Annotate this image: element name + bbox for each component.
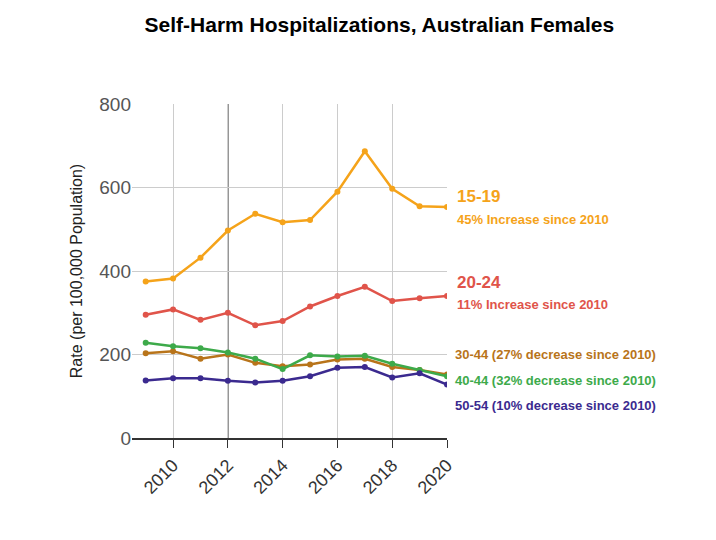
svg-text:0: 0 xyxy=(120,428,131,449)
svg-text:50-54 (10% decrease since 2010: 50-54 (10% decrease since 2010) xyxy=(455,398,656,413)
svg-text:2010: 2010 xyxy=(140,455,182,497)
svg-text:45% Increase since 2010: 45% Increase since 2010 xyxy=(457,212,609,227)
svg-text:2016: 2016 xyxy=(304,455,346,497)
svg-text:Rate (per 100,000 Population): Rate (per 100,000 Population) xyxy=(68,164,85,378)
svg-text:2014: 2014 xyxy=(249,455,291,497)
svg-text:15-19: 15-19 xyxy=(457,187,500,206)
svg-text:200: 200 xyxy=(99,344,131,365)
svg-text:30-44 (27% decrease since 2010: 30-44 (27% decrease since 2010) xyxy=(455,347,656,362)
svg-text:600: 600 xyxy=(99,177,131,198)
svg-text:40-44 (32% decrease since 2010: 40-44 (32% decrease since 2010) xyxy=(455,373,656,388)
svg-text:400: 400 xyxy=(99,261,131,282)
svg-text:2018: 2018 xyxy=(359,455,401,497)
svg-text:11% Increase since 2010: 11% Increase since 2010 xyxy=(457,297,608,312)
svg-text:20-24: 20-24 xyxy=(457,273,501,292)
svg-text:2020: 2020 xyxy=(414,455,456,497)
svg-text:2012: 2012 xyxy=(195,455,237,497)
svg-text:800: 800 xyxy=(99,94,131,115)
svg-text:Self-Harm Hospitalizations, Au: Self-Harm Hospitalizations, Australian F… xyxy=(145,13,615,36)
